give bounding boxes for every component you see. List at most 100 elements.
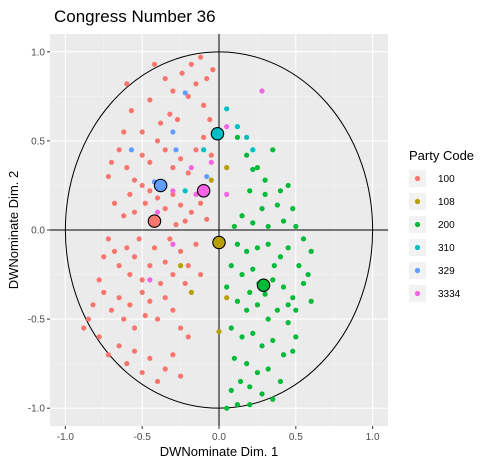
data-point bbox=[147, 188, 153, 194]
data-point bbox=[290, 295, 296, 301]
data-point bbox=[270, 396, 276, 402]
data-point bbox=[188, 289, 194, 295]
data-point bbox=[285, 245, 291, 251]
data-point bbox=[185, 334, 191, 340]
data-point bbox=[124, 361, 130, 367]
data-point bbox=[262, 291, 268, 297]
legend-swatch bbox=[414, 267, 421, 274]
data-point bbox=[250, 147, 256, 153]
legend-swatch bbox=[414, 221, 421, 228]
data-point bbox=[116, 343, 122, 349]
data-point bbox=[151, 61, 158, 67]
data-point bbox=[108, 159, 115, 165]
data-point bbox=[228, 263, 234, 269]
data-point bbox=[131, 254, 138, 260]
data-point bbox=[158, 120, 164, 126]
data-point bbox=[127, 271, 133, 278]
data-point bbox=[170, 271, 176, 278]
data-point bbox=[162, 147, 168, 153]
data-point bbox=[228, 325, 234, 331]
data-point bbox=[207, 116, 213, 123]
data-point bbox=[308, 248, 314, 254]
data-point bbox=[285, 302, 291, 308]
data-point bbox=[162, 206, 168, 212]
data-point bbox=[177, 373, 184, 379]
data-point bbox=[224, 124, 230, 130]
data-point bbox=[121, 213, 127, 219]
data-point bbox=[265, 241, 271, 247]
legend: Party Code 100 108 200 310 329 3334 bbox=[409, 148, 474, 302]
legend-label: 200 bbox=[438, 220, 455, 231]
data-point bbox=[162, 75, 168, 82]
data-point bbox=[280, 352, 287, 358]
data-point bbox=[224, 165, 230, 171]
data-point bbox=[244, 361, 250, 367]
legend-label: 100 bbox=[438, 174, 455, 185]
data-point bbox=[210, 67, 216, 73]
data-point bbox=[105, 173, 111, 180]
data-point bbox=[105, 236, 111, 242]
legend-items: 100 108 200 310 329 3334 bbox=[409, 170, 461, 302]
data-point bbox=[277, 378, 284, 385]
data-point bbox=[197, 271, 204, 278]
data-point bbox=[96, 277, 102, 283]
data-point bbox=[162, 366, 168, 372]
data-point bbox=[131, 209, 138, 215]
data-point bbox=[111, 248, 118, 254]
legend-swatch bbox=[414, 244, 421, 251]
data-point bbox=[259, 343, 265, 349]
data-point bbox=[244, 307, 250, 313]
data-point bbox=[274, 307, 280, 313]
data-point bbox=[96, 334, 102, 340]
data-point bbox=[239, 334, 245, 340]
y-axis-ticks: -1.0 -0.5 0.0 0.5 1.0 bbox=[28, 47, 50, 415]
data-point bbox=[204, 173, 210, 180]
data-point bbox=[270, 337, 276, 344]
data-point bbox=[147, 97, 153, 103]
data-point bbox=[177, 263, 184, 269]
data-point bbox=[90, 302, 96, 308]
data-point bbox=[136, 236, 142, 242]
data-point bbox=[139, 289, 145, 295]
data-point bbox=[121, 316, 127, 322]
data-point bbox=[182, 218, 188, 224]
data-point bbox=[147, 298, 153, 304]
data-point bbox=[85, 316, 92, 322]
legend-swatch bbox=[414, 290, 421, 297]
data-point bbox=[193, 191, 199, 197]
data-point bbox=[250, 330, 256, 336]
data-point bbox=[234, 298, 241, 304]
y-tick-label: 0.5 bbox=[31, 136, 45, 147]
data-point bbox=[147, 263, 153, 269]
data-point bbox=[142, 200, 148, 206]
data-point bbox=[185, 93, 191, 99]
data-point bbox=[188, 165, 194, 171]
legend-swatch bbox=[414, 198, 421, 205]
party-mean-marker bbox=[196, 184, 211, 198]
data-point bbox=[116, 147, 122, 153]
data-point bbox=[247, 188, 253, 194]
data-point bbox=[182, 188, 188, 194]
data-point bbox=[224, 405, 230, 411]
data-point bbox=[208, 177, 214, 183]
data-point bbox=[154, 316, 161, 322]
data-point bbox=[271, 263, 277, 269]
data-point bbox=[308, 298, 314, 304]
data-point bbox=[177, 156, 184, 162]
x-tick-label: 1.0 bbox=[366, 432, 380, 443]
data-point bbox=[224, 295, 230, 301]
data-point bbox=[179, 70, 185, 76]
data-point bbox=[244, 134, 250, 140]
data-point bbox=[111, 200, 118, 206]
data-point bbox=[154, 209, 161, 215]
data-point bbox=[170, 307, 176, 313]
data-point bbox=[139, 369, 145, 376]
party-mean-marker bbox=[256, 278, 271, 292]
data-point bbox=[305, 271, 311, 278]
data-point bbox=[81, 325, 87, 331]
data-point bbox=[154, 378, 161, 385]
data-point bbox=[224, 284, 230, 290]
data-point bbox=[193, 81, 199, 87]
data-point bbox=[262, 191, 268, 197]
